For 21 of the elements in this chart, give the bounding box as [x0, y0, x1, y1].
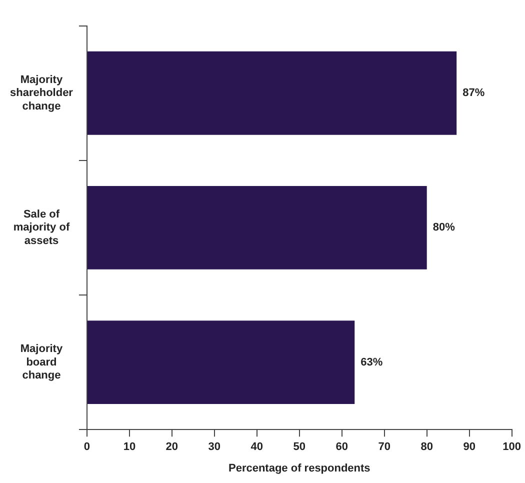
- x-tick-label: 80: [420, 441, 433, 454]
- y-tick-label: Majority shareholder change: [10, 74, 74, 112]
- x-tick-label: 0: [84, 441, 90, 454]
- bar: [87, 51, 457, 135]
- x-axis-title: Percentage of respondents: [228, 462, 370, 474]
- data-label: 80%: [432, 222, 456, 234]
- x-tick-label: 20: [166, 441, 178, 454]
- x-tick-label: 90: [463, 441, 476, 454]
- x-tick-label: 100: [502, 441, 522, 454]
- bar: [87, 186, 427, 270]
- data-label: 63%: [360, 356, 383, 368]
- x-tick-label: 50: [293, 441, 306, 454]
- x-tick-label: 70: [378, 441, 390, 454]
- y-tick-label: Sale of majority of assets: [13, 208, 70, 247]
- x-tick-label: 30: [208, 441, 221, 454]
- bar: [87, 320, 355, 404]
- y-tick-label: Majority board change: [20, 343, 64, 382]
- x-tick-label: 10: [123, 441, 136, 454]
- data-label: 87%: [462, 87, 485, 100]
- x-tick-label: 40: [250, 441, 264, 454]
- x-tick-label: 60: [336, 441, 348, 454]
